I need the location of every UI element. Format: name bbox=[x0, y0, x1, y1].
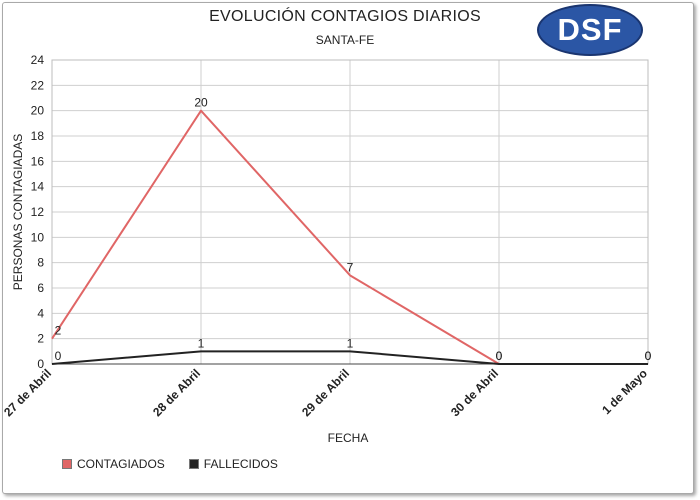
y-tick-label: 12 bbox=[31, 205, 45, 219]
data-label: 0 bbox=[496, 349, 503, 363]
data-label: 0 bbox=[55, 349, 62, 363]
y-tick-label: 10 bbox=[31, 230, 45, 244]
x-axis-label: FECHA bbox=[328, 431, 369, 445]
legend-label: FALLECIDOS bbox=[203, 457, 278, 471]
y-axis-label: PERSONAS CONTAGIADAS bbox=[11, 134, 25, 290]
chart-subtitle: SANTA-FE bbox=[315, 33, 375, 47]
x-tick-label: 27 de Abril bbox=[1, 366, 54, 419]
grid bbox=[51, 59, 649, 365]
y-tick-label: 18 bbox=[31, 129, 45, 143]
data-label: 0 bbox=[645, 349, 652, 363]
legend-swatch bbox=[188, 459, 199, 469]
y-tick-label: 22 bbox=[31, 78, 45, 92]
data-label: 0 bbox=[645, 349, 652, 363]
x-tick-label: 28 de Abril bbox=[150, 366, 203, 419]
data-label: 1 bbox=[347, 336, 354, 350]
y-tick-label: 0 bbox=[37, 357, 44, 371]
legend-item-contagiados: CONTAGIADOS bbox=[62, 457, 165, 471]
data-label: 1 bbox=[198, 336, 205, 350]
data-label: 7 bbox=[347, 260, 354, 274]
logo-text: DSF bbox=[557, 12, 623, 47]
x-tick-label: 1 de Mayo bbox=[599, 366, 650, 417]
legend: CONTAGIADOS FALLECIDOS bbox=[62, 457, 278, 471]
y-tick-label: 6 bbox=[37, 281, 44, 295]
y-tick-label: 2 bbox=[37, 332, 44, 346]
data-label: 0 bbox=[496, 349, 503, 363]
y-tick-label: 24 bbox=[31, 53, 45, 67]
y-tick-label: 4 bbox=[37, 306, 44, 320]
x-axis-ticks: 27 de Abril 28 de Abril 29 de Abril 30 de A… bbox=[1, 366, 650, 419]
legend-item-fallecidos: FALLECIDOS bbox=[188, 457, 278, 471]
x-tick-label: 29 de Abril bbox=[299, 366, 352, 419]
x-tick-label: 30 de Abril bbox=[448, 366, 501, 419]
series-group bbox=[51, 109, 649, 365]
y-tick-label: 14 bbox=[31, 180, 45, 194]
chart-title: EVOLUCIÓN CONTAGIOS DIARIOS bbox=[209, 8, 481, 25]
data-label: 2 bbox=[55, 324, 62, 338]
legend-label: CONTAGIADOS bbox=[77, 457, 165, 471]
legend-swatch bbox=[62, 459, 72, 469]
y-tick-label: 20 bbox=[31, 104, 45, 118]
chart-frame bbox=[2, 2, 694, 494]
dsf-logo: DSF bbox=[537, 4, 643, 56]
y-tick-label: 16 bbox=[31, 154, 45, 168]
y-tick-label: 8 bbox=[37, 256, 44, 270]
data-label: 20 bbox=[194, 96, 208, 110]
